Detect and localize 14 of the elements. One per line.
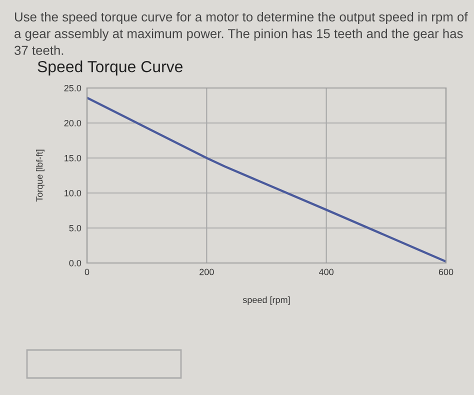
y-tick-label: 10.0 bbox=[64, 190, 82, 196]
x-axis-title: speed [rpm] bbox=[242, 296, 290, 305]
y-tick-label: 5.0 bbox=[69, 224, 82, 232]
chart-title: Speed Torque Curve bbox=[38, 60, 183, 76]
y-axis-title: Torque [lbf-ft] bbox=[36, 150, 44, 202]
x-tick-label: 400 bbox=[319, 268, 334, 276]
x-tick-label: 600 bbox=[438, 268, 454, 276]
y-tick-label: 15.0 bbox=[64, 154, 82, 162]
x-tick-label: 0 bbox=[84, 268, 90, 276]
y-tick-label: 20.0 bbox=[64, 120, 82, 126]
y-tick-label: 0.0 bbox=[69, 260, 82, 266]
y-tick-label: 25.0 bbox=[64, 84, 82, 92]
text: Use the speed torque curve for a motor to determine the output speed in rpm of a gear assembly at maximum power. The pinion has 15 teeth and the gear has 37 teeth. bbox=[14, 12, 468, 55]
x-tick-label: 200 bbox=[200, 268, 214, 276]
